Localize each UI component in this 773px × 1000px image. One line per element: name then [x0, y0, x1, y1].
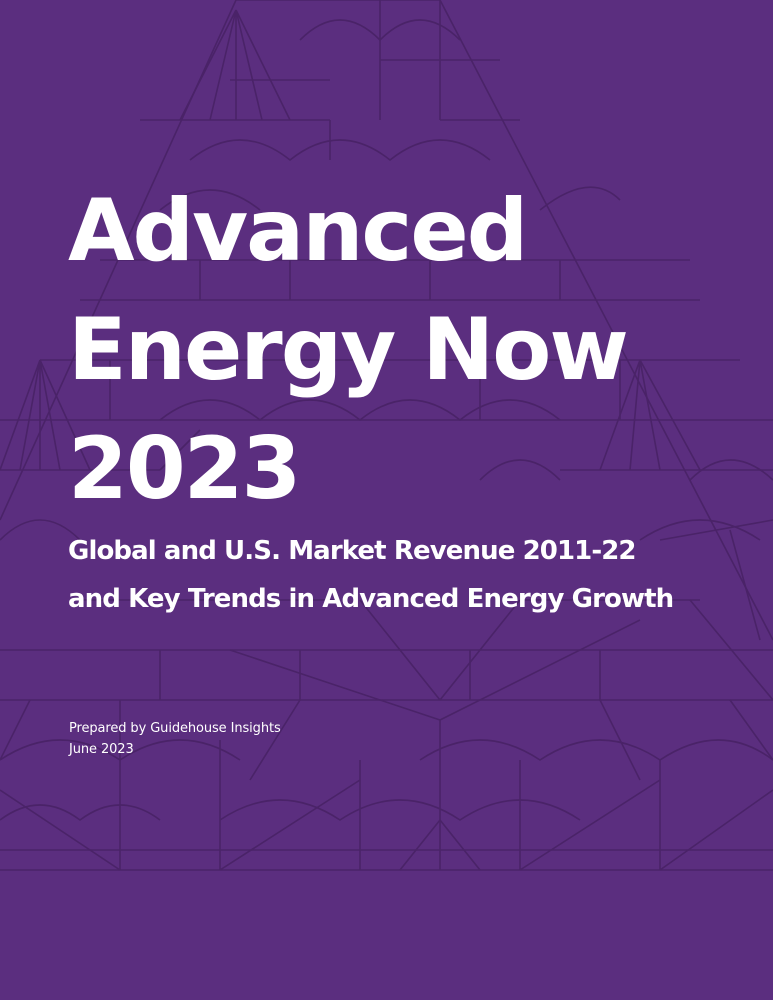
subtitle-line: Global and U.S. Market Revenue 2011-22 [68, 536, 637, 566]
subtitle-line: and Key Trends in Advanced Energy Growth [68, 584, 674, 614]
title-line: 2023 [68, 419, 301, 519]
title-line: Energy Now [68, 300, 629, 400]
report-title: Advanced Energy Now 2023 [68, 172, 708, 529]
report-subtitle: Global and U.S. Market Revenue 2011-22 a… [68, 527, 748, 623]
report-meta: Prepared by Guidehouse Insights June 202… [69, 718, 281, 760]
prepared-by: Prepared by Guidehouse Insights [69, 721, 281, 736]
report-date: June 2023 [69, 742, 134, 757]
title-line: Advanced [68, 181, 528, 281]
